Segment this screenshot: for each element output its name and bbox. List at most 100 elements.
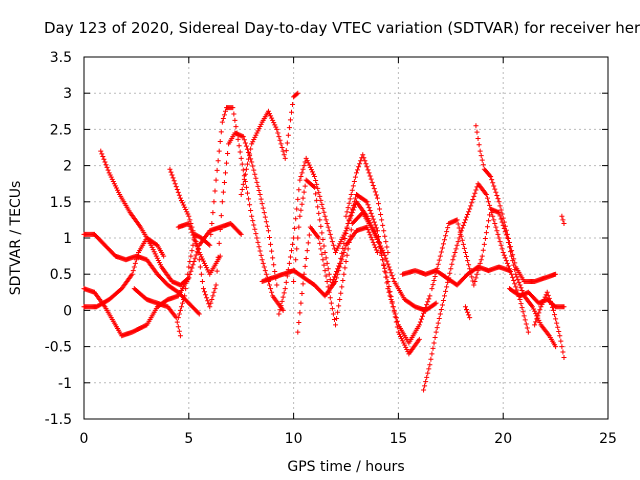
data-point bbox=[459, 237, 465, 243]
data-point bbox=[290, 241, 296, 247]
data-point bbox=[213, 177, 219, 183]
data-point bbox=[382, 265, 388, 271]
data-point bbox=[104, 164, 110, 170]
data-point bbox=[202, 289, 208, 295]
data-point bbox=[416, 336, 422, 342]
data-point bbox=[545, 292, 551, 298]
data-point bbox=[339, 257, 345, 263]
data-point bbox=[365, 202, 371, 208]
data-point bbox=[296, 224, 302, 230]
data-point bbox=[265, 228, 271, 234]
data-point bbox=[431, 340, 437, 346]
data-point bbox=[330, 311, 336, 317]
data-point bbox=[306, 162, 312, 168]
data-point bbox=[333, 278, 339, 284]
data-point bbox=[319, 201, 325, 207]
data-point bbox=[546, 295, 552, 301]
data-point bbox=[353, 170, 359, 176]
data-point bbox=[108, 174, 114, 180]
data-point bbox=[542, 294, 548, 300]
data-point bbox=[530, 304, 536, 310]
data-point bbox=[309, 169, 315, 175]
data-point bbox=[371, 219, 377, 225]
data-point bbox=[189, 229, 195, 235]
data-point bbox=[255, 239, 261, 245]
data-point bbox=[302, 183, 308, 189]
data-point bbox=[555, 324, 561, 330]
data-point bbox=[467, 315, 473, 321]
data-point bbox=[319, 251, 325, 257]
data-point bbox=[246, 196, 252, 202]
data-point bbox=[464, 306, 470, 312]
y-tick-label: 0 bbox=[63, 303, 72, 319]
data-point bbox=[385, 278, 391, 284]
data-point bbox=[311, 171, 317, 177]
data-point bbox=[214, 167, 220, 173]
data-point bbox=[370, 239, 376, 245]
data-point bbox=[186, 264, 192, 270]
data-point bbox=[257, 192, 263, 198]
data-point bbox=[280, 307, 286, 313]
data-point bbox=[424, 374, 430, 380]
data-point bbox=[133, 257, 139, 263]
data-point bbox=[342, 230, 348, 236]
data-point bbox=[190, 232, 196, 238]
data-point bbox=[175, 189, 181, 195]
data-point bbox=[380, 257, 386, 263]
data-point bbox=[508, 268, 514, 274]
data-point bbox=[293, 216, 299, 222]
data-point bbox=[194, 244, 200, 250]
data-point bbox=[502, 223, 508, 229]
data-point bbox=[217, 138, 223, 144]
data-point bbox=[506, 240, 512, 246]
data-point bbox=[240, 181, 246, 187]
data-point bbox=[499, 246, 505, 252]
data-point bbox=[438, 306, 444, 312]
data-point bbox=[244, 190, 250, 196]
data-point bbox=[322, 213, 328, 219]
data-point bbox=[360, 152, 366, 158]
data-point bbox=[325, 224, 331, 230]
data-point bbox=[319, 230, 325, 236]
data-point bbox=[190, 242, 196, 248]
data-point bbox=[183, 286, 189, 292]
data-point bbox=[295, 329, 301, 335]
data-point bbox=[334, 247, 340, 253]
data-point bbox=[220, 116, 226, 122]
data-point bbox=[534, 316, 540, 322]
data-point bbox=[254, 130, 260, 136]
data-point bbox=[469, 200, 475, 206]
data-point bbox=[187, 223, 193, 229]
data-point bbox=[366, 170, 372, 176]
data-point bbox=[395, 329, 401, 335]
data-point bbox=[316, 210, 322, 216]
data-point bbox=[257, 124, 263, 130]
data-point bbox=[536, 310, 542, 316]
data-point bbox=[478, 153, 484, 159]
data-point bbox=[473, 275, 479, 281]
data-point bbox=[186, 275, 192, 281]
data-point bbox=[242, 179, 248, 185]
data-point bbox=[291, 278, 297, 284]
data-point bbox=[311, 183, 317, 189]
data-point bbox=[553, 344, 559, 350]
data-point bbox=[468, 203, 474, 209]
y-axis-label: SDTVAR / TECUs bbox=[8, 181, 24, 296]
data-point bbox=[176, 311, 182, 317]
data-point bbox=[274, 126, 280, 132]
data-point bbox=[454, 217, 460, 223]
data-point bbox=[258, 252, 264, 258]
data-point bbox=[465, 258, 471, 264]
data-point bbox=[384, 258, 390, 264]
data-point bbox=[216, 240, 222, 246]
data-point bbox=[373, 247, 379, 253]
data-point bbox=[375, 201, 381, 207]
data-point bbox=[333, 322, 339, 328]
data-point bbox=[519, 305, 525, 311]
data-point bbox=[524, 325, 530, 331]
data-point bbox=[218, 129, 224, 135]
data-point bbox=[343, 259, 349, 265]
data-point bbox=[196, 311, 202, 317]
data-point bbox=[199, 278, 205, 284]
data-point bbox=[240, 134, 246, 140]
